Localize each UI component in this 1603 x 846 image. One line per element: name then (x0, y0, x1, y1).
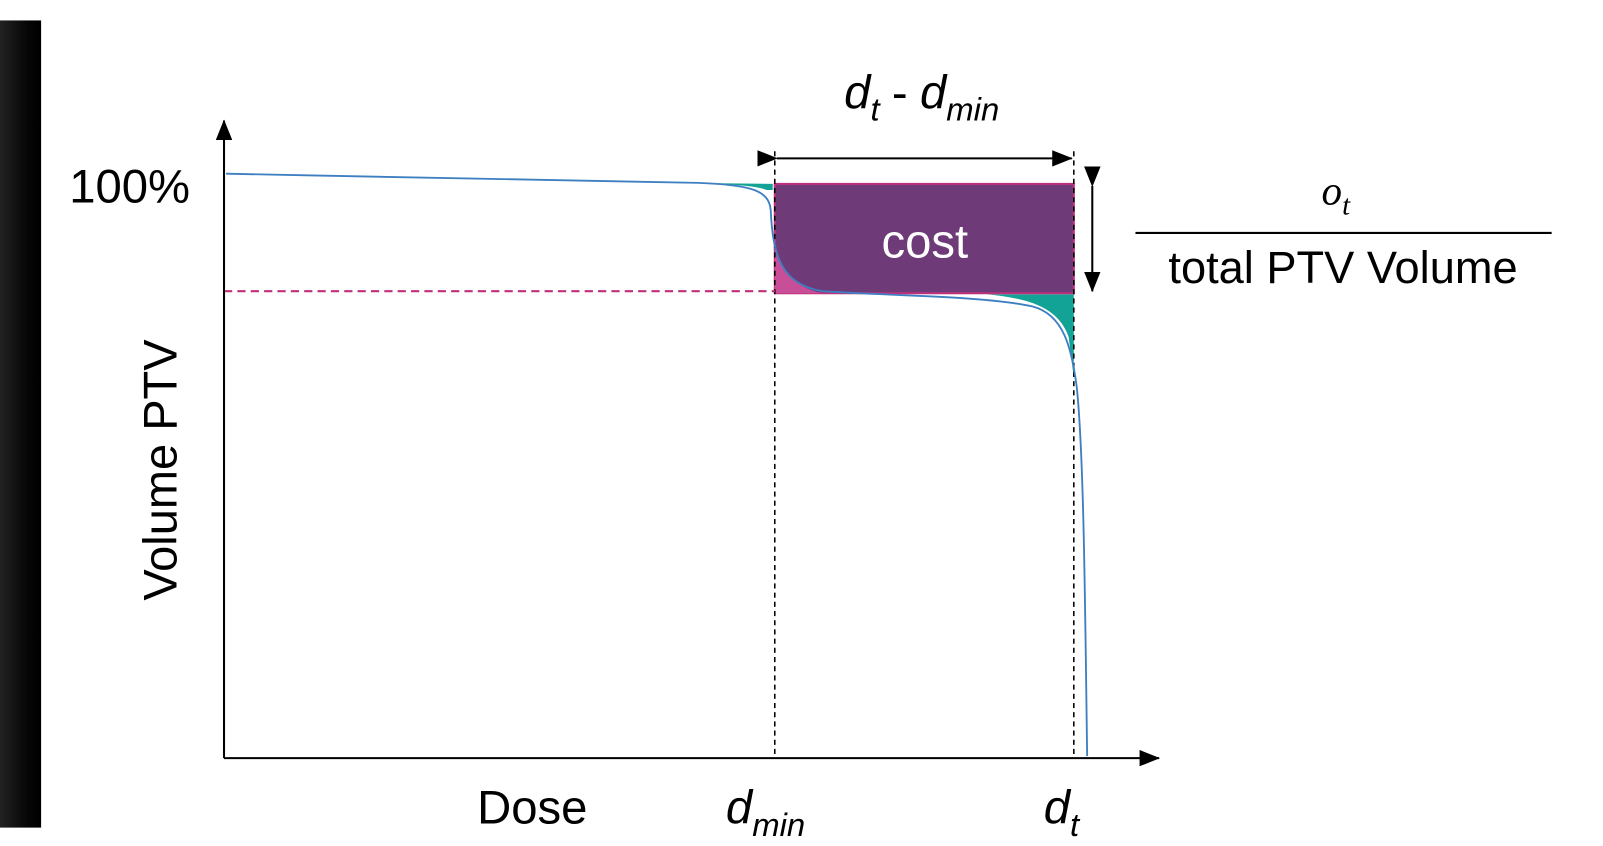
separator: - (892, 65, 908, 118)
subscript: min (946, 91, 999, 128)
dvh-curve (226, 172, 1089, 757)
subscript: t (870, 91, 881, 128)
teal-area (986, 294, 1074, 379)
x-axis-label: Dose (477, 781, 587, 834)
image-strip (0, 20, 42, 828)
base: o (1322, 167, 1343, 213)
subscript: t (1342, 190, 1351, 222)
fraction-numerator: ot (1322, 167, 1352, 221)
width-label: dt - dmin (844, 65, 999, 127)
teal-area (686, 182, 773, 191)
d-t-label: dt (1044, 781, 1081, 843)
subscript: min (752, 806, 805, 843)
base: d (726, 781, 754, 834)
base: d (1044, 781, 1072, 834)
subscript: t (1070, 806, 1081, 843)
fraction-denominator: total PTV Volume (1168, 242, 1517, 293)
y-axis-label: Volume PTV (134, 339, 187, 601)
d-min-label: dmin (726, 781, 805, 843)
base: d (920, 65, 948, 118)
pink-area (774, 235, 823, 294)
base: d (844, 65, 872, 118)
cost-area (773, 182, 1075, 295)
cost-label: cost (881, 215, 968, 268)
y-tick-label: 100% (69, 159, 190, 212)
